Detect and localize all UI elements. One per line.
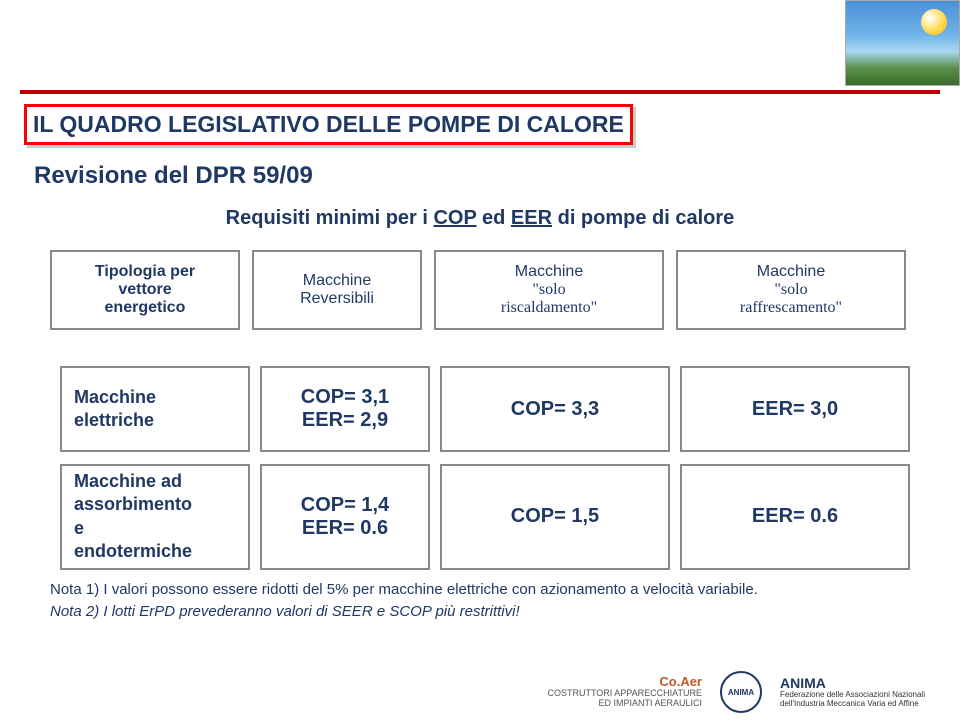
txt: Macchine <box>74 386 240 409</box>
col-header-riscaldamento: Macchine "solo riscaldamento" <box>434 250 664 330</box>
txt: "solo <box>774 281 807 299</box>
req-u2: EER <box>511 207 552 229</box>
row-header-elettriche: Macchine elettriche <box>60 366 250 452</box>
footer-logos: Co.Aer COSTRUTTORI APPARECCHIATURE ED IM… <box>547 671 940 713</box>
txt: Macchine <box>303 272 371 290</box>
txt: raffrescamento" <box>740 299 842 317</box>
note-1: Nota 1) I valori possono essere ridotti … <box>50 580 790 600</box>
slide-title-box: IL QUADRO LEGISLATIVO DELLE POMPE DI CAL… <box>24 104 633 145</box>
cell-cop: COP= 1,5 <box>440 464 670 570</box>
txt: COP= 3,1 <box>270 386 420 409</box>
txt: e <box>74 517 240 540</box>
table-row: Macchine elettriche COP= 3,1 EER= 2,9 CO… <box>60 366 910 452</box>
slide-title: IL QUADRO LEGISLATIVO DELLE POMPE DI CAL… <box>33 111 624 137</box>
txt: Macchine <box>515 263 583 281</box>
txt: elettriche <box>74 409 240 432</box>
header-bar <box>0 0 960 90</box>
col-header-tipologia: Tipologia per vettore energetico <box>50 250 240 330</box>
cell-cop-eer: COP= 1,4 EER= 0.6 <box>260 464 430 570</box>
req-suffix: di pompe di calore <box>552 207 734 229</box>
anima-line2: dell'Industria Meccanica Varia ed Affine <box>780 700 940 709</box>
txt: Macchine <box>757 263 825 281</box>
header-row: Tipologia per vettore energetico Macchin… <box>50 250 906 330</box>
row-header-assorbimento: Macchine ad assorbimento e endotermiche <box>60 464 250 570</box>
col-header-reversibili: Macchine Reversibili <box>252 250 422 330</box>
slide-subtitle: Revisione del DPR 59/09 <box>30 160 317 192</box>
txt: endotermiche <box>74 540 240 563</box>
txt: energetico <box>105 299 186 317</box>
anima-big: ANIMA <box>780 676 940 691</box>
requisiti-heading: Requisiti minimi per i COP ed EER di pom… <box>150 207 810 230</box>
req-mid: ed <box>476 207 510 229</box>
txt: vettore <box>118 281 171 299</box>
cell-cop-eer: COP= 3,1 EER= 2,9 <box>260 366 430 452</box>
cell-eer: EER= 0.6 <box>680 464 910 570</box>
req-u1: COP <box>433 207 476 229</box>
txt: COP= 1,4 <box>270 494 420 517</box>
anima-badge-icon: ANIMA <box>720 671 762 713</box>
note-2: Nota 2) I lotti ErPD prevederanno valori… <box>50 602 790 622</box>
txt: EER= 0.6 <box>270 517 420 540</box>
txt: "solo <box>532 281 565 299</box>
txt: Macchine ad <box>74 470 240 493</box>
coaer-line2: ED IMPIANTI AERAULICI <box>547 699 702 709</box>
txt: EER= 2,9 <box>270 409 420 432</box>
req-prefix: Requisiti minimi per i <box>226 207 434 229</box>
cell-cop: COP= 3,3 <box>440 366 670 452</box>
logo-anima: ANIMA Federazione delle Associazioni Naz… <box>780 676 940 709</box>
cell-eer: EER= 3,0 <box>680 366 910 452</box>
txt: riscaldamento" <box>501 299 597 317</box>
header-divider <box>20 90 940 94</box>
notes-block: Nota 1) I valori possono essere ridotti … <box>50 580 790 623</box>
logo-coaer: Co.Aer COSTRUTTORI APPARECCHIATURE ED IM… <box>547 675 702 709</box>
table-row: Macchine ad assorbimento e endotermiche … <box>60 464 910 570</box>
txt: assorbimento <box>74 493 240 516</box>
txt: Reversibili <box>300 290 374 308</box>
header-photo <box>845 0 960 86</box>
col-header-raffrescamento: Macchine "solo raffrescamento" <box>676 250 906 330</box>
coaer-brand: Co.Aer <box>547 675 702 689</box>
txt: Tipologia per <box>95 263 195 281</box>
values-table: Macchine elettriche COP= 3,1 EER= 2,9 CO… <box>50 354 920 582</box>
